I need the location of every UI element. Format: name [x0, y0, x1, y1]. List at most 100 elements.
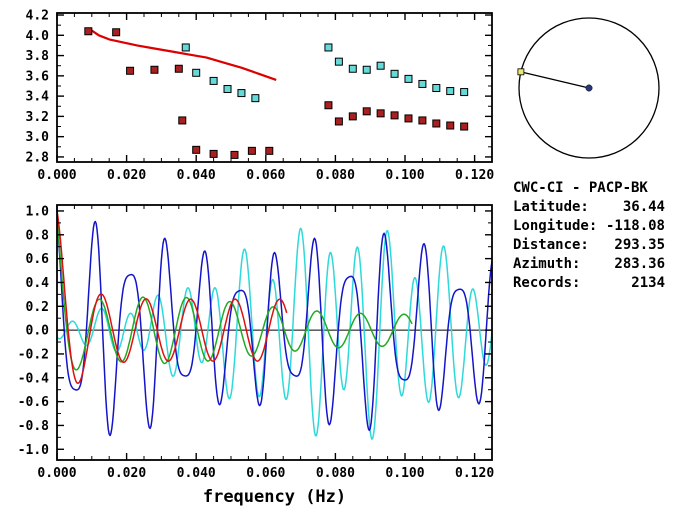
station-info-row: Records: 2134 [513, 274, 665, 293]
group-velocity-marker [404, 114, 413, 123]
x-tick-label: 0.000 [37, 168, 76, 183]
info-label: Latitude: [513, 199, 589, 215]
x-tick-label: 0.100 [385, 168, 424, 183]
y-tick-label: 3.8 [26, 49, 50, 64]
phase-velocity-marker [209, 76, 218, 85]
x-tick-label: 0.120 [455, 466, 494, 481]
group-velocity-marker [348, 112, 357, 121]
info-value: -118.08 [605, 218, 665, 234]
azimuth-line [520, 71, 590, 89]
y-tick-label: -0.4 [18, 371, 49, 386]
phase-velocity-marker [181, 43, 190, 52]
waveforms-data-layer [57, 210, 492, 440]
dispersion-data-layer [84, 27, 469, 159]
phase-velocity-marker [376, 61, 385, 70]
dispersion-axes: 0.000 0.020 0.040 0.060 0.080 0.100 0.120 2.8 3.… [26, 9, 495, 183]
x-tick-label: 0.120 [455, 168, 494, 183]
group-velocity-marker [418, 116, 427, 125]
station-info-row: Azimuth: 283.36 [513, 255, 665, 274]
info-value: 2134 [631, 275, 665, 291]
waveforms-axes: 0.000 0.020 0.040 0.060 0.080 0.100 0.120 -1.0 -… [18, 204, 495, 481]
x-tick-label: 0.040 [177, 168, 216, 183]
y-tick-label: -1.0 [18, 443, 49, 458]
waveforms-frame [56, 204, 493, 461]
y-tick-label: -0.8 [18, 419, 49, 434]
info-label: Azimuth: [513, 256, 581, 272]
phase-velocity-marker [237, 89, 246, 98]
x-tick-label: 0.020 [107, 466, 146, 481]
group-velocity-marker [174, 64, 183, 73]
group-velocity-marker [247, 146, 256, 155]
x-tick-label: 0.060 [246, 466, 285, 481]
y-tick-label: -0.6 [18, 395, 49, 410]
station-info-block: CWC-CI - PACP-BK Latitude: 36.44 Longitude… [513, 179, 665, 293]
group-velocity-marker [446, 121, 455, 130]
x-tick-label: 0.040 [177, 466, 216, 481]
group-velocity-marker [390, 111, 399, 120]
info-value: 36.44 [622, 199, 665, 215]
phase-velocity-marker [348, 64, 357, 73]
y-tick-label: 1.0 [26, 204, 50, 219]
y-tick-label: 0.8 [26, 228, 50, 243]
reference-dispersion-curve [87, 27, 277, 81]
station-info-row: Longitude: -118.08 [513, 217, 665, 236]
phase-velocity-marker [192, 68, 201, 77]
phase-velocity-marker [251, 94, 260, 103]
group-velocity-marker [265, 146, 274, 155]
group-velocity-marker [324, 101, 333, 110]
group-velocity-marker [460, 122, 469, 131]
y-tick-label: 4.0 [26, 29, 50, 44]
phase-velocity-marker [418, 79, 427, 88]
group-velocity-marker [150, 65, 159, 74]
ccf-red-curve [57, 210, 288, 385]
y-tick-label: 0.0 [26, 324, 50, 339]
y-tick-label: 0.2 [26, 300, 49, 315]
group-velocity-marker [230, 150, 239, 159]
group-velocity-marker [376, 109, 385, 118]
group-velocity-marker [112, 28, 121, 37]
group-velocity-marker [432, 119, 441, 128]
x-tick-label: 0.100 [385, 466, 424, 481]
station-pair-title: CWC-CI - PACP-BK [513, 180, 648, 196]
info-value: 283.36 [614, 256, 665, 272]
station-info-row: Latitude: 36.44 [513, 198, 665, 217]
group-velocity-marker [84, 27, 93, 36]
info-label: Longitude: [513, 218, 598, 234]
x-axis-title: frequency (Hz) [203, 487, 346, 507]
event-marker [517, 68, 525, 76]
ccf-green-curve [57, 217, 413, 371]
phase-velocity-marker [432, 84, 441, 93]
y-tick-label: -0.2 [18, 347, 49, 362]
dispersion-frame [56, 12, 493, 163]
x-tick-label: 0.000 [37, 466, 76, 481]
x-tick-label: 0.080 [316, 168, 355, 183]
phase-velocity-marker [390, 69, 399, 78]
group-velocity-marker [334, 117, 343, 126]
group-velocity-marker [178, 116, 187, 125]
info-value: 293.35 [614, 237, 665, 253]
info-label: Distance: [513, 237, 589, 253]
phase-velocity-marker [460, 88, 469, 97]
ccf-blue-curve [57, 220, 492, 437]
x-tick-label: 0.080 [316, 466, 355, 481]
x-tick-label: 0.060 [246, 168, 285, 183]
y-tick-label: 3.0 [26, 130, 50, 145]
phase-velocity-marker [404, 74, 413, 83]
x-tick-label: 0.020 [107, 168, 146, 183]
y-tick-label: 2.8 [26, 150, 50, 165]
y-tick-label: 0.6 [26, 252, 50, 267]
phase-velocity-marker [334, 57, 343, 66]
y-tick-label: 0.4 [26, 276, 50, 291]
phase-velocity-marker [223, 85, 232, 94]
station-marker [585, 84, 593, 92]
station-info-row: Distance: 293.35 [513, 236, 665, 255]
station-info-rows: Latitude: 36.44 Longitude: -118.08 Distance:… [513, 198, 665, 293]
y-tick-label: 3.6 [26, 69, 50, 84]
group-velocity-marker [126, 66, 135, 75]
azimuth-circle [518, 17, 660, 159]
group-velocity-marker [209, 149, 218, 158]
phase-velocity-marker [446, 87, 455, 96]
ccf-cyan-curve [57, 227, 492, 440]
